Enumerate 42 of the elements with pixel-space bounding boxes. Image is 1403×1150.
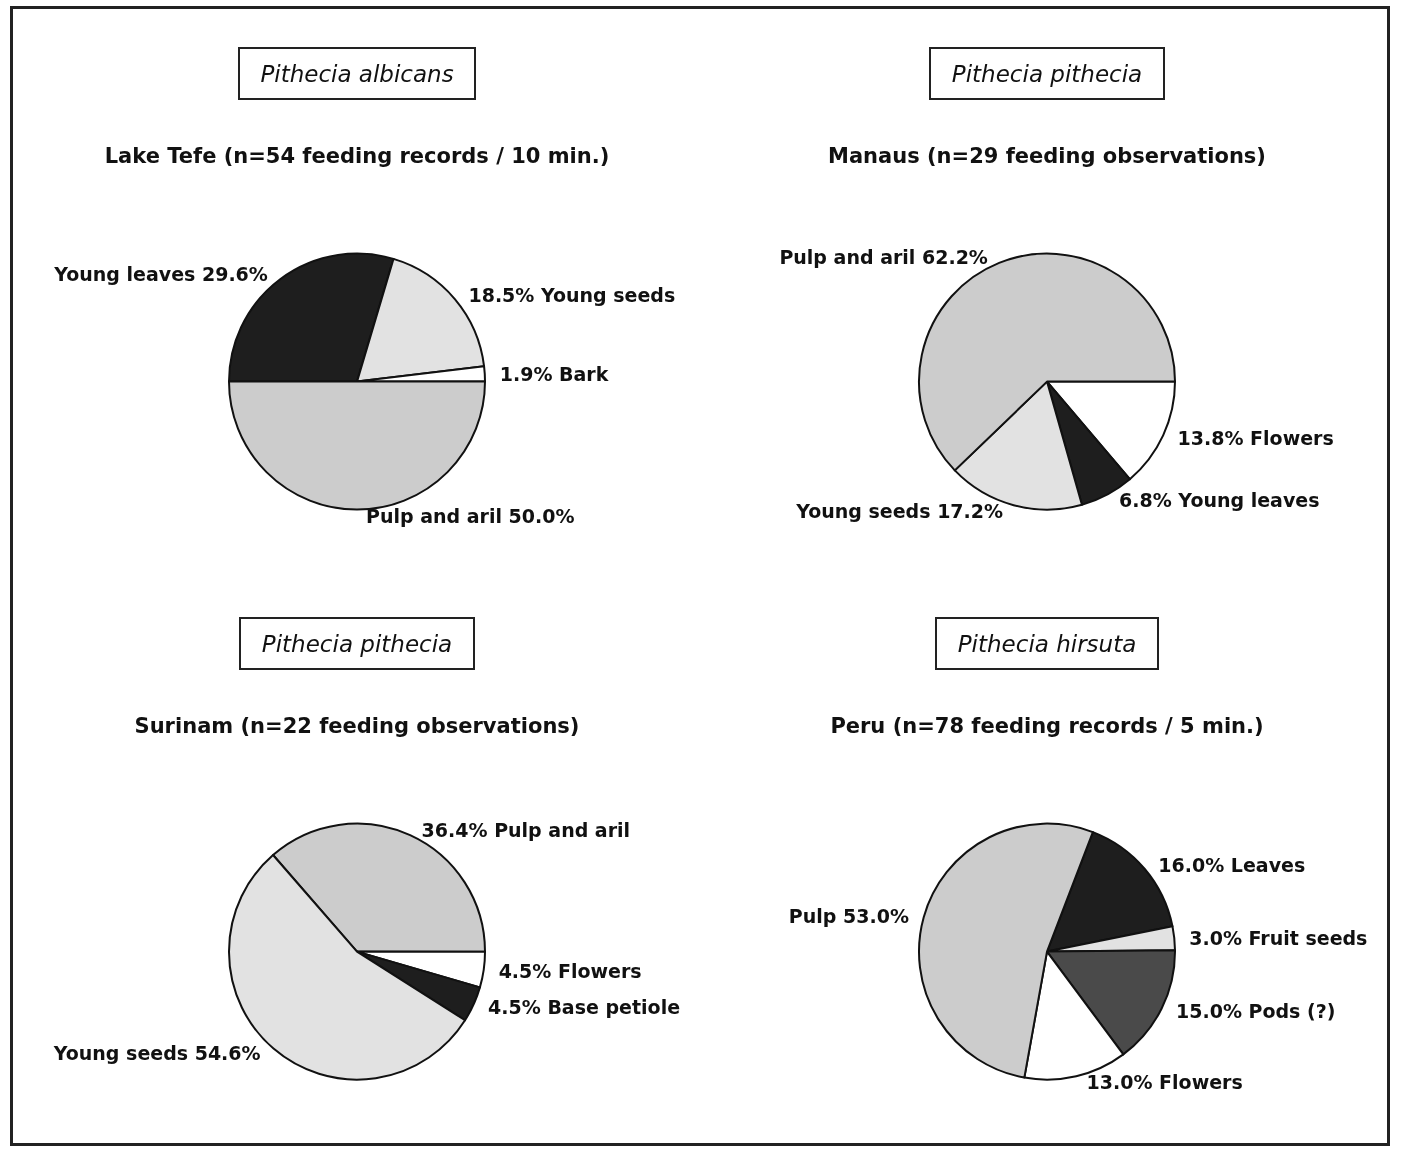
slice-label: Young leaves <box>1177 488 1320 511</box>
data-label: 13.8% <box>1177 426 1244 449</box>
slice-label: Pulp and aril <box>366 504 502 527</box>
data-label: 15.0% <box>1176 1000 1242 1023</box>
data-label: 4.5% <box>488 995 541 1018</box>
chart-title: Pithecia pithecia <box>261 630 453 657</box>
slice-label: Flowers <box>1250 426 1334 449</box>
data-label: 18.5% <box>468 284 535 307</box>
slice-label: Young leaves <box>53 263 196 286</box>
slice-label: Young seeds <box>795 499 931 522</box>
slice-label: Pulp and aril <box>779 246 916 269</box>
slice-label: Young seeds <box>52 1042 189 1065</box>
data-label: 62.2% <box>921 246 988 269</box>
data-label: 17.2% <box>937 499 1004 522</box>
data-label: 6.8% <box>1119 488 1172 511</box>
slice-label: Flowers <box>1159 1071 1243 1094</box>
data-label: 16.0% <box>1158 854 1225 877</box>
slice-label: Pods (?) <box>1248 1000 1336 1023</box>
data-label: 13.0% <box>1086 1071 1153 1094</box>
data-label: 53.0% <box>843 904 909 927</box>
data-label: 3.0% <box>1189 926 1242 949</box>
chart-subtitle: Surinam (n=22 feeding observations) <box>134 713 580 738</box>
chart-subtitle: Lake Tefe (n=54 feeding records / 10 min.) <box>104 143 610 168</box>
slice-label: Pulp and aril <box>494 818 631 841</box>
slice-label: Pulp <box>788 904 837 927</box>
slice-label: Bark <box>559 362 609 385</box>
slice-label: Base petiole <box>547 995 681 1018</box>
slice-label: Leaves <box>1230 854 1306 877</box>
slice-label: Young seeds <box>539 284 676 307</box>
slice-label: Fruit seeds <box>1248 926 1368 949</box>
chart-title: Pithecia pithecia <box>951 60 1143 87</box>
data-label: 29.6% <box>201 263 268 286</box>
data-label: 50.0% <box>508 504 575 527</box>
slice-label: Flowers <box>557 959 642 982</box>
data-label: 1.9% <box>499 362 553 385</box>
chart-title: Pithecia hirsuta <box>957 630 1137 657</box>
chart-title: Pithecia albicans <box>260 60 454 87</box>
data-label: 54.6% <box>194 1042 261 1065</box>
chart-subtitle: Manaus (n=29 feeding observations) <box>828 143 1266 168</box>
data-label: 36.4% <box>421 818 488 841</box>
chart-subtitle: Peru (n=78 feeding records / 5 min.) <box>830 713 1264 738</box>
data-label: 4.5% <box>498 959 552 982</box>
